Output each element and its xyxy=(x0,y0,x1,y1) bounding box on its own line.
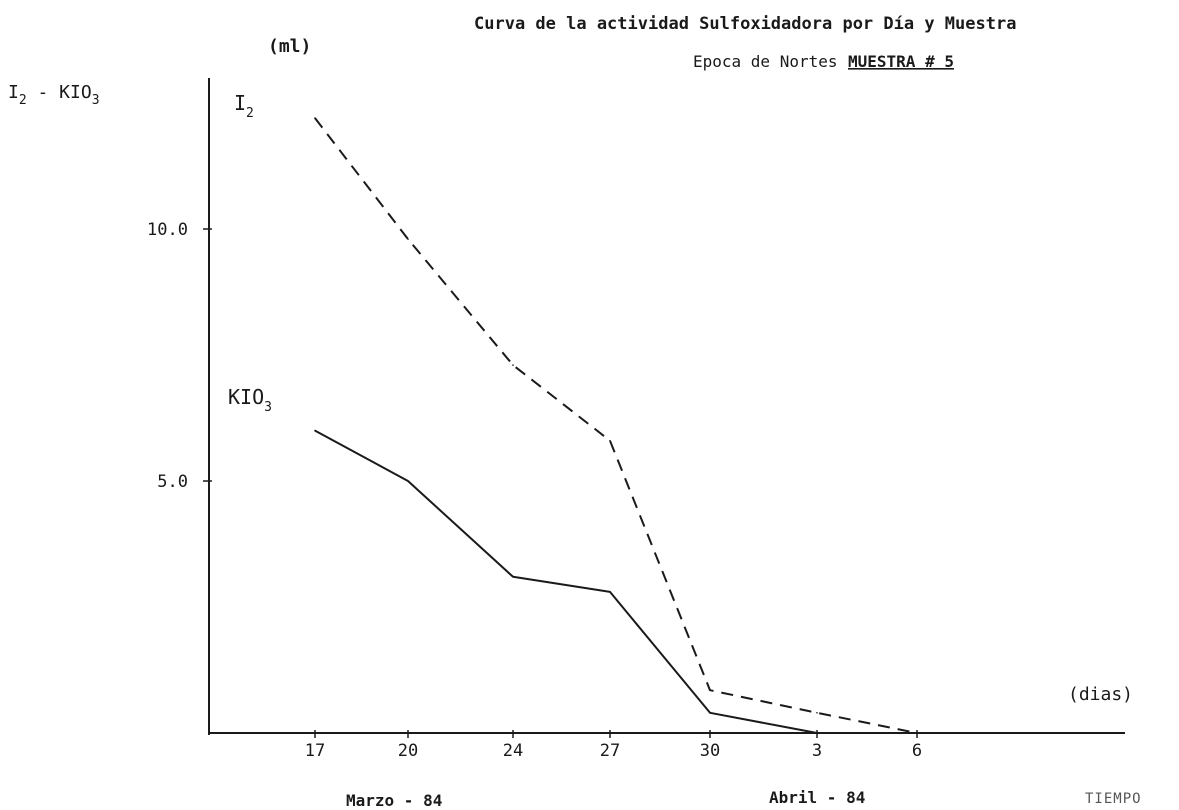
x-tick-label: 3 xyxy=(812,741,822,761)
y-axis-label: I2 - KIO3 xyxy=(8,82,100,108)
series-1-point xyxy=(816,732,818,734)
y-ticks: 5.0 10.0 xyxy=(147,220,212,492)
series-label-i2: I2 xyxy=(234,91,254,121)
series-lines xyxy=(314,117,918,734)
y-tick-label: 10.0 xyxy=(147,220,188,240)
series-label-i2-sub: 2 xyxy=(246,106,254,121)
x-tick-label: 30 xyxy=(700,741,720,761)
chart-title: Curva de la actividad Sulfoxidadora por … xyxy=(474,14,1016,34)
sample-label: MUESTRA # 5 xyxy=(848,52,954,71)
series-line-1 xyxy=(314,429,917,734)
series-line-0 xyxy=(314,117,918,734)
series-label-i2-name: I xyxy=(234,91,246,115)
series-0-point xyxy=(407,238,409,240)
series-1-point xyxy=(609,591,611,593)
series-label-kio3: KIO3 xyxy=(228,385,272,415)
x-ticks: 17 20 24 27 30 3 6 xyxy=(305,730,922,761)
month-label-marzo: Marzo - 84 xyxy=(346,791,442,810)
y-axis-label-sub1: 2 xyxy=(19,93,27,108)
series-1-point xyxy=(512,576,514,578)
x-tick-label: 6 xyxy=(912,741,922,761)
series-0-point xyxy=(314,117,316,119)
month-label-abril: Abril - 84 xyxy=(769,788,865,807)
series-label-kio3-name: KIO xyxy=(228,385,264,409)
series-1-point xyxy=(314,429,316,432)
series-0-point xyxy=(816,712,818,714)
y-tick-label: 5.0 xyxy=(157,472,188,492)
chart-subtitle: Epoca de Nortes xyxy=(693,52,838,71)
x-tick-label: 20 xyxy=(398,741,418,761)
series-1-point xyxy=(916,732,918,734)
x-unit-label: (dias) xyxy=(1068,684,1133,705)
y-axis-label-sub2: 3 xyxy=(92,93,100,108)
series-1-point xyxy=(407,480,409,482)
x-axis-title: TIEMPO xyxy=(1085,791,1142,807)
y-unit-label: (ml) xyxy=(268,36,311,57)
series-0-point xyxy=(512,364,514,366)
series-1-point xyxy=(709,712,711,714)
y-axis-label-mid: - KIO xyxy=(27,82,92,103)
y-axis-label-main: I xyxy=(8,82,19,103)
series-0-point xyxy=(709,689,711,691)
series-label-kio3-sub: 3 xyxy=(264,400,272,415)
x-tick-label: 24 xyxy=(503,741,523,761)
x-tick-label: 27 xyxy=(600,741,620,761)
series-0-point xyxy=(609,439,611,442)
x-tick-label: 17 xyxy=(305,741,325,761)
